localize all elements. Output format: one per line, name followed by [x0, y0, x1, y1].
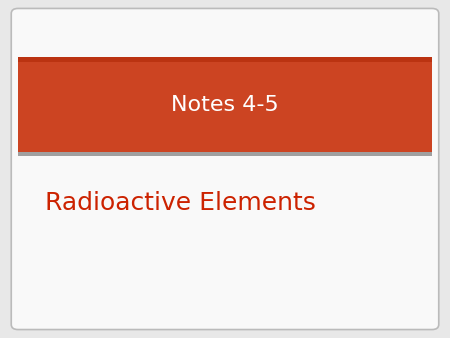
- Text: Radioactive Elements: Radioactive Elements: [45, 191, 316, 215]
- Bar: [18, 57, 432, 62]
- Bar: [18, 152, 432, 156]
- Text: Notes 4-5: Notes 4-5: [171, 95, 279, 115]
- Bar: [18, 57, 432, 152]
- FancyBboxPatch shape: [11, 8, 439, 330]
